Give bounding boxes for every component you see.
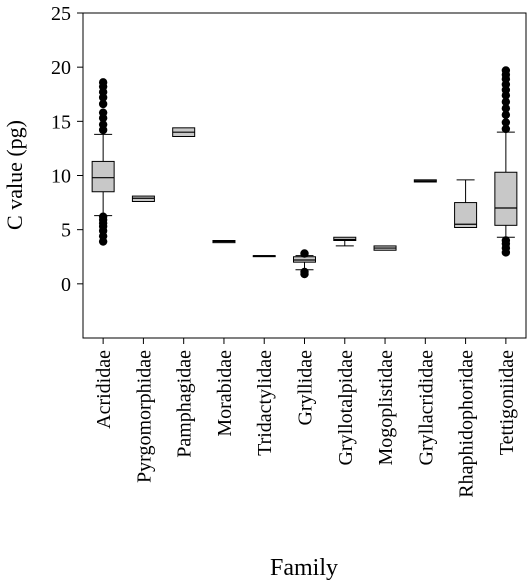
plot-area (82, 12, 527, 339)
x-tick-label: Tridactylidae (254, 350, 276, 456)
y-tick-label: 0 (61, 274, 71, 296)
outlier-point (501, 66, 511, 75)
outlier-point (501, 124, 511, 134)
box-tridactylidae (252, 255, 276, 258)
y-tick-label: 15 (51, 111, 71, 133)
y-tick-label: 20 (51, 57, 71, 79)
x-tick-label: Pamphagidae (174, 350, 196, 458)
y-tick-label: 25 (51, 3, 71, 25)
outlier-point (98, 212, 108, 221)
box-gryllacrididae (413, 179, 437, 183)
y-tick-label: 10 (51, 166, 71, 188)
plot-frame (82, 12, 527, 339)
y-axis-title: C value (pg) (2, 120, 27, 230)
box-mogoplistidae (373, 245, 397, 251)
box-rhaphidophoridae (454, 179, 478, 228)
box-acrididae (91, 78, 115, 246)
x-tick-label: Gryllacrididae (415, 350, 437, 466)
box-pyrgomorphidae (131, 195, 155, 202)
outlier-point (501, 97, 511, 107)
x-tick-label: Pyrgomorphidae (133, 350, 155, 483)
y-tick-label: 5 (61, 220, 71, 242)
box-morabidae (212, 240, 236, 244)
x-tick-label: Acrididae (93, 350, 115, 429)
outlier-point (501, 104, 511, 113)
outlier-point (501, 110, 511, 120)
box-gryllotalpidae (333, 236, 357, 247)
box-pamphagidae (172, 127, 196, 138)
outlier-point (98, 108, 108, 117)
box-iqr (91, 160, 115, 193)
x-tick-label: Gryllotalpidae (335, 350, 357, 466)
x-tick-label: Rhaphidophoridae (456, 350, 478, 498)
x-tick-label: Morabidae (214, 350, 236, 437)
box-iqr (454, 202, 478, 228)
x-tick-label: Gryllidae (295, 350, 317, 426)
x-axis-title: Family (270, 555, 338, 581)
outlier-point (300, 249, 309, 258)
outlier-point (98, 78, 108, 87)
x-tick-label: Tettigoniidae (496, 350, 518, 455)
x-axis: Acrididae Pyrgomorphidae Pamphagidae Morabi… (93, 338, 518, 498)
outlier-point (501, 236, 511, 245)
outlier-point (98, 99, 108, 109)
outlier-point (501, 118, 511, 127)
y-axis: 0 5 10 15 20 25 (51, 3, 83, 296)
outlier-point (98, 120, 108, 129)
outlier-point (300, 267, 309, 277)
box-iqr (494, 171, 518, 226)
x-tick-label: Mogoplistidae (375, 350, 397, 466)
box-tettigoniidae (494, 66, 518, 257)
box-gryllidae (293, 249, 316, 279)
